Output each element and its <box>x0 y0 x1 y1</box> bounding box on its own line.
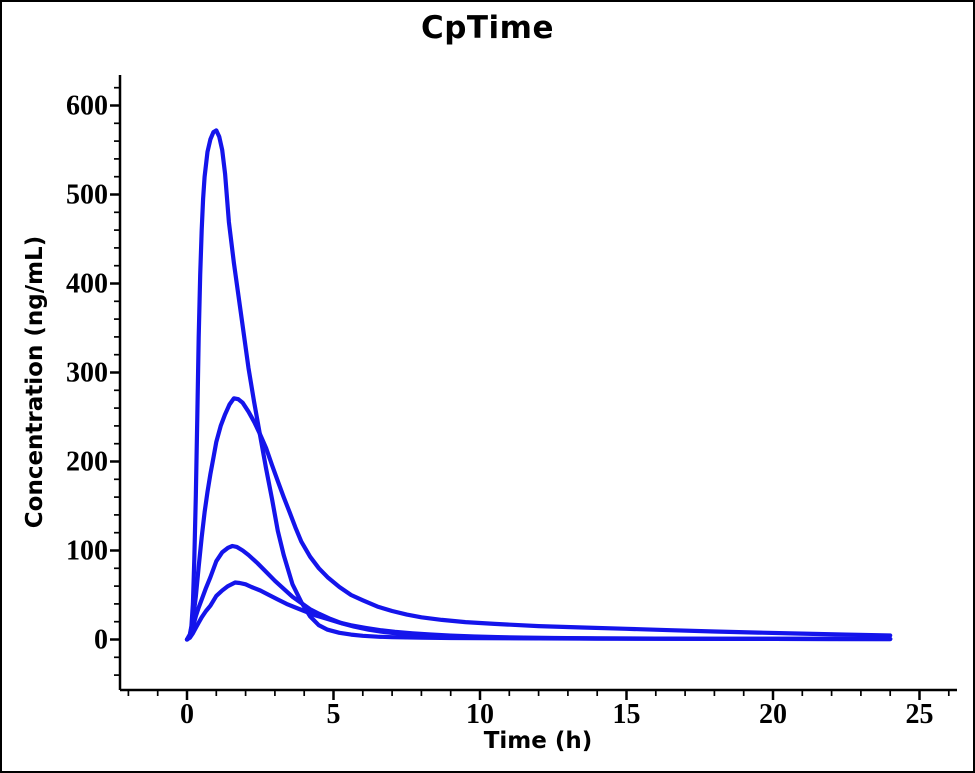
x-tick-label: 5 <box>327 699 341 730</box>
series-profile-1 <box>184 128 893 642</box>
x-tick-label: 0 <box>180 699 194 730</box>
series-lines <box>184 128 893 642</box>
x-axis-title: Time (h) <box>483 728 593 754</box>
y-tick-label: 0 <box>94 625 108 656</box>
y-tick-label: 300 <box>66 358 108 389</box>
series-profile-4 <box>184 580 893 642</box>
y-tick-label: 500 <box>66 180 108 211</box>
y-tick-label: 100 <box>66 536 108 567</box>
y-tick-label: 400 <box>66 269 108 300</box>
x-tick-label: 20 <box>759 699 787 730</box>
series-profile-2 <box>184 396 893 642</box>
y-tick-label: 600 <box>66 91 108 122</box>
y-axis-title: Concentration (ng/mL) <box>22 235 48 529</box>
chart-title: CpTime <box>420 10 555 46</box>
axis-spines <box>118 75 957 692</box>
y-axis-ticks: 0 100 200 300 400 500 600 <box>66 86 120 676</box>
x-tick-label: 25 <box>906 699 934 730</box>
y-tick-label: 200 <box>66 447 108 478</box>
x-tick-label: 10 <box>466 699 494 730</box>
x-tick-label: 15 <box>613 699 641 730</box>
x-axis-ticks: 0 5 10 15 20 25 <box>127 690 950 730</box>
